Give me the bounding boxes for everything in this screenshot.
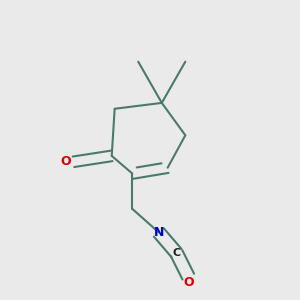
- Text: O: O: [61, 155, 71, 168]
- Text: O: O: [183, 276, 194, 289]
- Text: N: N: [154, 226, 164, 239]
- Text: C: C: [172, 248, 181, 258]
